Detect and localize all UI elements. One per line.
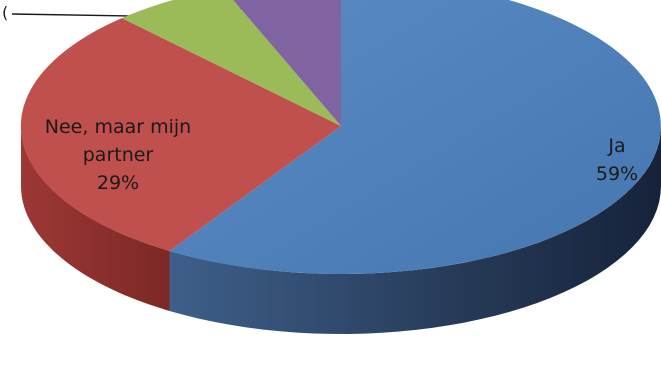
leader-paren: ( xyxy=(2,3,8,22)
slice-label-ja: Ja 59% xyxy=(596,135,638,185)
pie-side-nee-maar-mijn-partner xyxy=(21,126,170,311)
pie-slice-slice-4 xyxy=(233,0,341,126)
pie-sides xyxy=(21,126,661,334)
slice-label-nee-maar-mijn-partner: Nee, maar mijn partner 29% xyxy=(45,116,191,194)
pie-slice-ja xyxy=(169,0,661,274)
pie-slice-nee-maar-mijn-partner xyxy=(20,18,341,251)
pie-labels: Ja 59% Nee, maar mijn partner 29% xyxy=(45,116,638,194)
pie-side-ja xyxy=(169,126,661,334)
pie-tops xyxy=(20,0,661,274)
pie-slice-slice-3 xyxy=(121,0,341,126)
